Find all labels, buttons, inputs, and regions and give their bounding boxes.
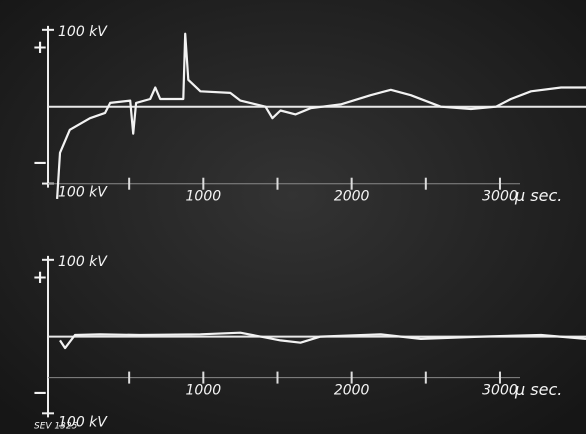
x-tick-label: 2000 xyxy=(334,383,370,399)
y-tick-label: 100 kV xyxy=(58,414,108,430)
y-tick-label: 100 kV xyxy=(58,185,108,201)
minus-sign: − xyxy=(32,382,47,403)
x-axis-label: μ sec. xyxy=(514,380,562,399)
x-tick-label: 2000 xyxy=(334,189,370,205)
plus-sign: + xyxy=(32,267,47,288)
x-tick-label: 3000 xyxy=(482,383,518,399)
y-tick-label: 100 kV xyxy=(58,254,108,270)
x-tick-label: 1000 xyxy=(186,189,222,205)
y-tick-label: 100 kV xyxy=(58,24,108,40)
x-tick-label: 1000 xyxy=(186,383,222,399)
minus-sign: − xyxy=(32,153,47,174)
plus-sign: + xyxy=(32,37,47,58)
x-tick-label: 3000 xyxy=(482,189,518,205)
oscillogram: SEV 1325 100 kV100 kV+−100020003000μ sec… xyxy=(0,0,586,434)
background xyxy=(0,0,586,434)
x-axis-label: μ sec. xyxy=(514,186,562,205)
